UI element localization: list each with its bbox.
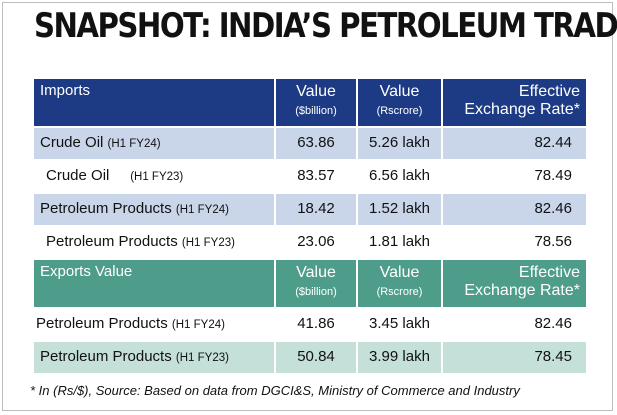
row-value-inr: 5.26 lakh bbox=[356, 128, 441, 161]
row-value-usd: 83.57 bbox=[274, 161, 356, 194]
exchange-rate-header-line1: Effective bbox=[518, 264, 580, 281]
row-item-name: Crude Oil bbox=[46, 167, 110, 185]
row-item: Crude Oil (H1 FY23) bbox=[34, 161, 274, 194]
table-row: Petroleum Products (H1 FY24) 41.86 3.45 … bbox=[34, 309, 586, 342]
table-row: Petroleum Products (H1 FY24) 18.42 1.52 … bbox=[34, 194, 586, 227]
row-item: Crude Oil (H1 FY24) bbox=[34, 128, 274, 161]
exchange-rate-header-line1: Effective bbox=[518, 83, 580, 100]
row-value-usd: 23.06 bbox=[274, 227, 356, 260]
table-row: Crude Oil (H1 FY24) 63.86 5.26 lakh 82.4… bbox=[34, 128, 586, 161]
value-usd-header-label: Value bbox=[296, 264, 336, 281]
row-value-inr: 3.45 lakh bbox=[356, 309, 441, 342]
row-value-usd: 50.84 bbox=[274, 342, 356, 375]
petroleum-trade-table: Imports Value ($billion) Value (Rscrore)… bbox=[34, 79, 586, 375]
row-exchange-rate: 82.44 bbox=[441, 128, 586, 161]
row-item-name: Petroleum Products bbox=[40, 348, 172, 366]
page-title: SNAPSHOT: INDIA’S PETROLEUM TRADE bbox=[34, 6, 617, 46]
row-exchange-rate: 82.46 bbox=[441, 194, 586, 227]
exchange-rate-header: Effective Exchange Rate* bbox=[441, 260, 586, 309]
value-inr-header: Value (Rscrore) bbox=[356, 260, 441, 309]
row-item-name: Petroleum Products bbox=[46, 233, 178, 251]
figure-frame bbox=[2, 2, 613, 411]
row-item-period: (H1 FY23) bbox=[181, 237, 235, 250]
exchange-rate-header: Effective Exchange Rate* bbox=[441, 79, 586, 128]
row-item-period: (H1 FY23) bbox=[175, 352, 229, 365]
value-usd-header-unit: ($billion) bbox=[295, 104, 337, 117]
table-row: Crude Oil (H1 FY23) 83.57 6.56 lakh 78.4… bbox=[34, 161, 586, 194]
row-exchange-rate: 78.49 bbox=[441, 161, 586, 194]
row-item-period: (H1 FY23) bbox=[130, 171, 184, 184]
row-value-inr: 1.52 lakh bbox=[356, 194, 441, 227]
value-usd-header-unit: ($billion) bbox=[295, 285, 337, 298]
row-value-inr: 6.56 lakh bbox=[356, 161, 441, 194]
exchange-rate-header-line2: Exchange Rate* bbox=[464, 281, 580, 299]
row-exchange-rate: 78.45 bbox=[441, 342, 586, 375]
row-value-usd: 41.86 bbox=[274, 309, 356, 342]
row-item: Petroleum Products (H1 FY24) bbox=[34, 194, 274, 227]
value-inr-header-label: Value bbox=[379, 264, 420, 281]
exports-section-label: Exports Value bbox=[34, 260, 274, 309]
row-value-usd: 18.42 bbox=[274, 194, 356, 227]
row-item-period: (H1 FY24) bbox=[171, 319, 225, 332]
value-usd-header: Value ($billion) bbox=[274, 79, 356, 128]
value-inr-header: Value (Rscrore) bbox=[356, 79, 441, 128]
row-item: Petroleum Products (H1 FY23) bbox=[34, 227, 274, 260]
row-item-name: Petroleum Products bbox=[40, 200, 172, 218]
row-item-name: Petroleum Products bbox=[36, 315, 168, 333]
row-exchange-rate: 78.56 bbox=[441, 227, 586, 260]
table-row: Petroleum Products (H1 FY23) 23.06 1.81 … bbox=[34, 227, 586, 260]
row-item-period: (H1 FY24) bbox=[107, 138, 161, 151]
value-inr-header-unit: (Rscrore) bbox=[376, 104, 423, 117]
value-usd-header: Value ($billion) bbox=[274, 260, 356, 309]
row-item-period: (H1 FY24) bbox=[175, 204, 229, 217]
imports-section-label: Imports bbox=[34, 79, 274, 128]
value-usd-header-label: Value bbox=[296, 83, 336, 100]
row-exchange-rate: 82.46 bbox=[441, 309, 586, 342]
table-row: Petroleum Products (H1 FY23) 50.84 3.99 … bbox=[34, 342, 586, 375]
exchange-rate-header-line2: Exchange Rate* bbox=[464, 100, 580, 118]
row-item: Petroleum Products (H1 FY23) bbox=[34, 342, 274, 375]
imports-header-row: Imports Value ($billion) Value (Rscrore)… bbox=[34, 79, 586, 128]
row-item-name: Crude Oil bbox=[40, 134, 104, 152]
row-value-inr: 1.81 lakh bbox=[356, 227, 441, 260]
source-footnote: * In (Rs/$), Source: Based on data from … bbox=[30, 383, 520, 398]
exports-header-row: Exports Value Value ($billion) Value (Rs… bbox=[34, 260, 586, 309]
value-inr-header-unit: (Rscrore) bbox=[376, 285, 423, 298]
row-value-inr: 3.99 lakh bbox=[356, 342, 441, 375]
row-item: Petroleum Products (H1 FY24) bbox=[34, 309, 274, 342]
row-value-usd: 63.86 bbox=[274, 128, 356, 161]
value-inr-header-label: Value bbox=[379, 83, 420, 100]
